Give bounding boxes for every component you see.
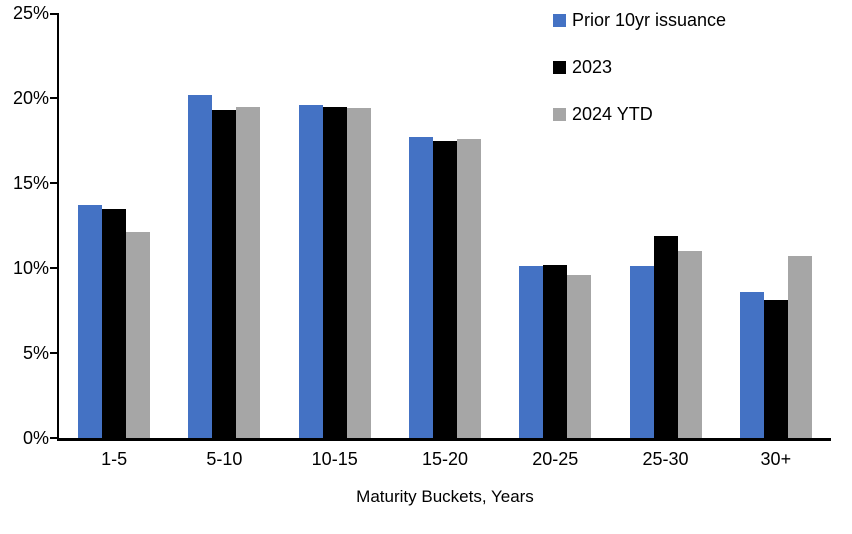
bar-2024-ytd-5-10 xyxy=(236,106,261,438)
bar-2023-25-30 xyxy=(653,235,678,438)
bar-group-20-25 xyxy=(500,13,610,438)
legend-item: 2024 YTD xyxy=(553,104,726,125)
bar-group-5-10 xyxy=(169,13,279,438)
bar-group-25-30 xyxy=(610,13,720,438)
bar-prior-10yr-issuance-10-15 xyxy=(298,104,323,438)
y-axis-tick xyxy=(50,13,58,15)
plot-area xyxy=(50,13,831,441)
legend-label: 2024 YTD xyxy=(572,104,653,124)
bar-prior-10yr-issuance-25-30 xyxy=(629,266,654,438)
x-axis-title: Maturity Buckets, Years xyxy=(356,487,534,506)
y-axis-tick xyxy=(50,182,58,184)
y-axis-tick-label: 25% xyxy=(12,3,49,23)
y-axis-tick-label: 10% xyxy=(12,258,49,278)
y-axis-tick-label: 15% xyxy=(12,173,49,193)
bar-prior-10yr-issuance-15-20 xyxy=(408,137,433,438)
bar-2024-ytd-30+ xyxy=(787,256,812,438)
bar-group-10-15 xyxy=(280,13,390,438)
bar-group-15-20 xyxy=(390,13,500,438)
legend-marker-icon xyxy=(553,61,566,74)
legend-marker-icon xyxy=(553,14,566,27)
bar-2024-ytd-1-5 xyxy=(126,232,151,438)
x-axis-tick-label: 20-25 xyxy=(532,449,579,469)
legend: Prior 10yr issuance 2023 2024 YTD xyxy=(553,10,726,151)
bar-prior-10yr-issuance-30+ xyxy=(739,291,764,438)
legend-marker-icon xyxy=(553,108,566,121)
bar-2024-ytd-25-30 xyxy=(677,251,702,438)
legend-item: 2023 xyxy=(553,57,726,78)
bar-2024-ytd-20-25 xyxy=(567,274,592,438)
bar-prior-10yr-issuance-5-10 xyxy=(188,94,213,438)
bar-2024-ytd-15-20 xyxy=(456,138,481,438)
y-axis-tick xyxy=(50,97,58,99)
bar-2023-15-20 xyxy=(432,140,457,438)
y-axis-tick xyxy=(50,352,58,354)
legend-label: Prior 10yr issuance xyxy=(572,10,727,30)
y-axis-tick-label: 0% xyxy=(22,428,49,448)
y-axis-tick xyxy=(50,267,58,269)
x-axis-labels: 1-5 5-10 10-15 15-20 20-25 25-30 30+ xyxy=(59,449,831,470)
bar-2023-10-15 xyxy=(322,106,347,438)
x-axis-tick-label: 5-10 xyxy=(206,449,243,469)
x-axis-tick-label: 10-15 xyxy=(311,449,358,469)
bar-group-30+ xyxy=(721,13,831,438)
y-axis-tick-label: 5% xyxy=(22,343,49,363)
legend-item: Prior 10yr issuance xyxy=(553,10,726,31)
bar-2023-20-25 xyxy=(543,264,568,438)
x-axis-tick-label: 30+ xyxy=(760,449,792,469)
bar-prior-10yr-issuance-1-5 xyxy=(78,205,103,438)
bar-prior-10yr-issuance-20-25 xyxy=(519,266,544,438)
x-axis-tick-label: 25-30 xyxy=(642,449,689,469)
y-axis-tick xyxy=(50,437,58,439)
bar-2023-5-10 xyxy=(212,109,237,438)
bar-2024-ytd-10-15 xyxy=(346,108,371,438)
bar-2023-1-5 xyxy=(102,208,127,438)
legend-label: 2023 xyxy=(572,57,613,77)
bar-2023-30+ xyxy=(763,300,788,438)
y-axis-tick-label: 20% xyxy=(12,88,49,108)
x-axis-tick-label: 1-5 xyxy=(101,449,128,469)
bar-groups xyxy=(59,13,831,438)
bar-group-1-5 xyxy=(59,13,169,438)
x-axis-tick-label: 15-20 xyxy=(421,449,468,469)
